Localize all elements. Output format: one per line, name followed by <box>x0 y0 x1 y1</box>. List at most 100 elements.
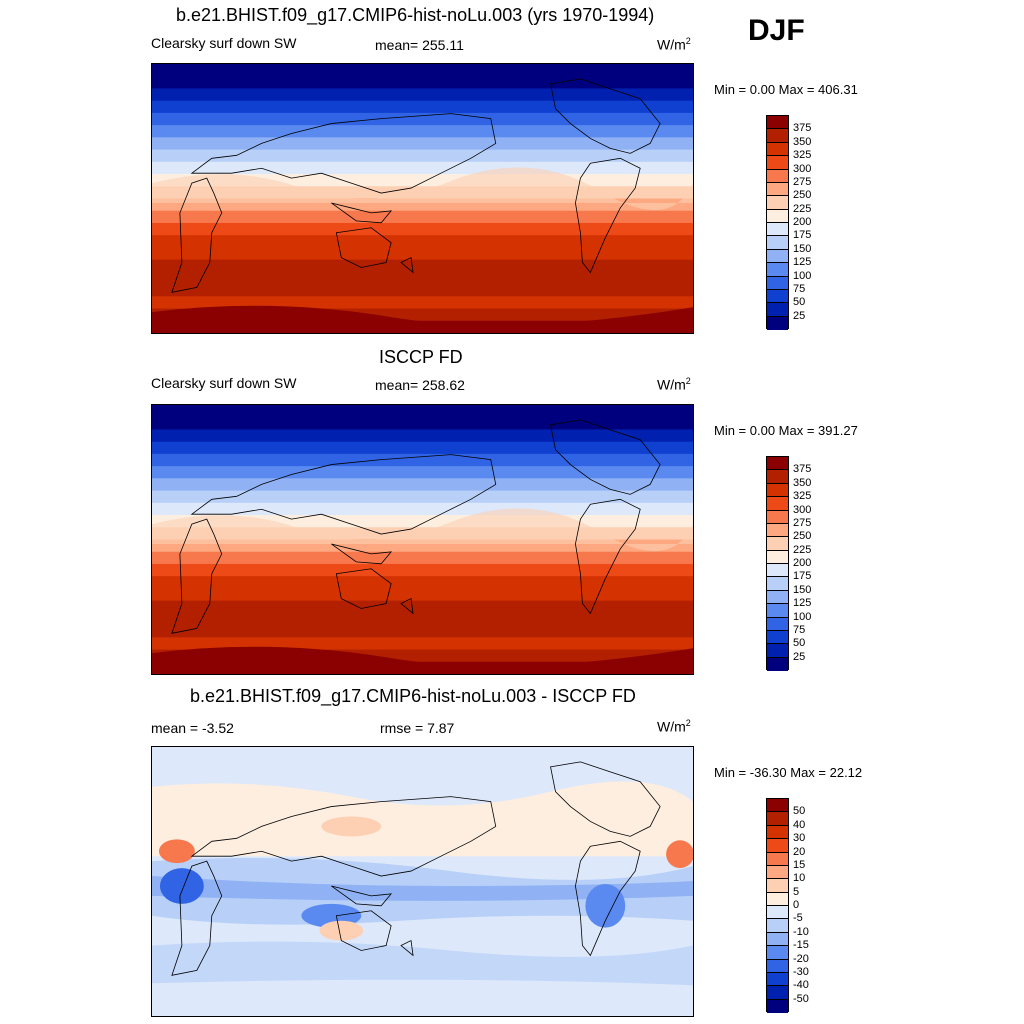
variable-label: Clearsky surf down SW <box>151 375 297 391</box>
colorbar-tick-label: 100 <box>793 269 812 282</box>
coastline <box>550 761 661 837</box>
colorbar-tick-label: 225 <box>793 202 812 215</box>
colorbar-swatch <box>767 892 788 906</box>
coastline <box>575 840 641 957</box>
colorbar-tick-label: 250 <box>793 530 812 543</box>
contour-band <box>152 490 693 504</box>
contour-band <box>159 868 204 904</box>
contour-band <box>152 441 693 455</box>
contour-band <box>152 167 693 211</box>
colorbar-tick-label: 275 <box>793 175 812 188</box>
contour-band <box>152 125 693 138</box>
minmax-label: Min = 0.00 Max = 391.27 <box>714 423 858 438</box>
contour-band <box>152 576 693 590</box>
coastline <box>190 796 497 877</box>
mean-label: mean= 255.11 <box>375 37 464 53</box>
coastline <box>575 157 641 274</box>
colorbar-tick-label: 225 <box>793 543 812 556</box>
contour-band <box>152 88 693 102</box>
colorbar-swatch <box>767 825 788 840</box>
rmse-label: rmse = 7.87 <box>380 720 455 736</box>
colorbar-swatch <box>767 497 788 511</box>
colorbar-tick-label: -30 <box>793 965 809 978</box>
colorbar-swatch <box>767 457 788 471</box>
colorbar-swatch <box>767 156 788 170</box>
colorbar-tick-label: 150 <box>793 583 812 596</box>
contour-band <box>152 478 693 492</box>
colorbar-swatch <box>767 999 788 1013</box>
contour-band <box>666 840 693 869</box>
contour-band <box>152 284 693 297</box>
minmax-label: Min = -36.30 Max = 22.12 <box>714 765 863 780</box>
colorbar-swatch <box>767 617 788 631</box>
colorbar-tick-label: -20 <box>793 952 809 965</box>
panel-title: b.e21.BHIST.f09_g17.CMIP6-hist-noLu.003 … <box>176 5 655 25</box>
contour-band <box>158 839 195 864</box>
colorbar-swatch <box>767 510 788 524</box>
colorbar-swatch <box>767 116 788 130</box>
contour-band <box>152 417 693 431</box>
coastline <box>575 498 641 615</box>
contour-band <box>152 161 693 175</box>
map-plot <box>151 404 694 675</box>
colorbar-swatch <box>767 550 788 564</box>
colorbar-swatch <box>767 577 788 591</box>
coastline <box>190 113 497 194</box>
colorbar-tick-label: 325 <box>793 149 812 162</box>
contour-band <box>152 210 693 224</box>
contour-band <box>319 920 364 941</box>
colorbar-swatch <box>767 537 788 551</box>
colorbar-swatch <box>767 169 788 183</box>
colorbar-tick-label: 40 <box>793 818 806 831</box>
colorbar-swatch <box>767 946 788 960</box>
colorbar-tick-label: 25 <box>793 650 806 663</box>
colorbar-swatch <box>767 303 788 317</box>
colorbar-swatch <box>767 470 788 484</box>
map-plot <box>151 746 694 1017</box>
contour-band <box>152 429 693 443</box>
colorbar-tick-label: 150 <box>793 242 812 255</box>
colorbar-tick-label: 375 <box>793 122 812 135</box>
colorbar-tick-label: 275 <box>793 516 812 529</box>
colorbar-swatch <box>767 839 788 853</box>
colorbar <box>766 456 789 671</box>
colorbar-swatch <box>767 959 788 973</box>
coastline <box>171 177 223 293</box>
minmax-label: Min = 0.00 Max = 406.31 <box>714 82 858 97</box>
map-field <box>152 64 693 333</box>
colorbar-swatch <box>767 812 788 826</box>
colorbar-swatch <box>767 630 788 645</box>
colorbar-tick-label: 325 <box>793 490 812 503</box>
colorbar-tick-label: 100 <box>793 610 812 623</box>
colorbar-swatch <box>767 209 788 223</box>
contour-band <box>152 637 693 651</box>
colorbar-tick-label: 50 <box>793 805 806 818</box>
colorbar-swatch <box>767 604 788 618</box>
coastline <box>331 885 393 907</box>
colorbar-swatch <box>767 249 788 264</box>
colorbar-tick-label: 250 <box>793 189 812 202</box>
contour-band <box>152 149 693 163</box>
contour-band <box>152 271 693 285</box>
colorbar-swatch <box>767 865 788 880</box>
contour-band <box>152 405 693 418</box>
contour-band <box>152 588 693 602</box>
contour-band <box>321 816 382 837</box>
coastline <box>171 518 223 634</box>
map-field <box>152 747 693 1016</box>
colorbar-swatch <box>767 919 788 933</box>
colorbar-tick-label: 300 <box>793 162 812 175</box>
coastline <box>335 568 392 609</box>
colorbar-tick-label: 20 <box>793 845 806 858</box>
colorbar-tick-label: 10 <box>793 872 806 885</box>
colorbar-tick-label: 15 <box>793 858 806 871</box>
season-label: DJF <box>748 14 805 47</box>
colorbar-swatch <box>767 483 788 498</box>
coastline <box>171 860 223 976</box>
contour-band <box>152 563 693 577</box>
contour-band <box>152 625 693 638</box>
colorbar-swatch <box>767 236 788 250</box>
colorbar <box>766 798 789 1013</box>
coastline <box>335 227 392 268</box>
colorbar-tick-label: 30 <box>793 832 806 845</box>
